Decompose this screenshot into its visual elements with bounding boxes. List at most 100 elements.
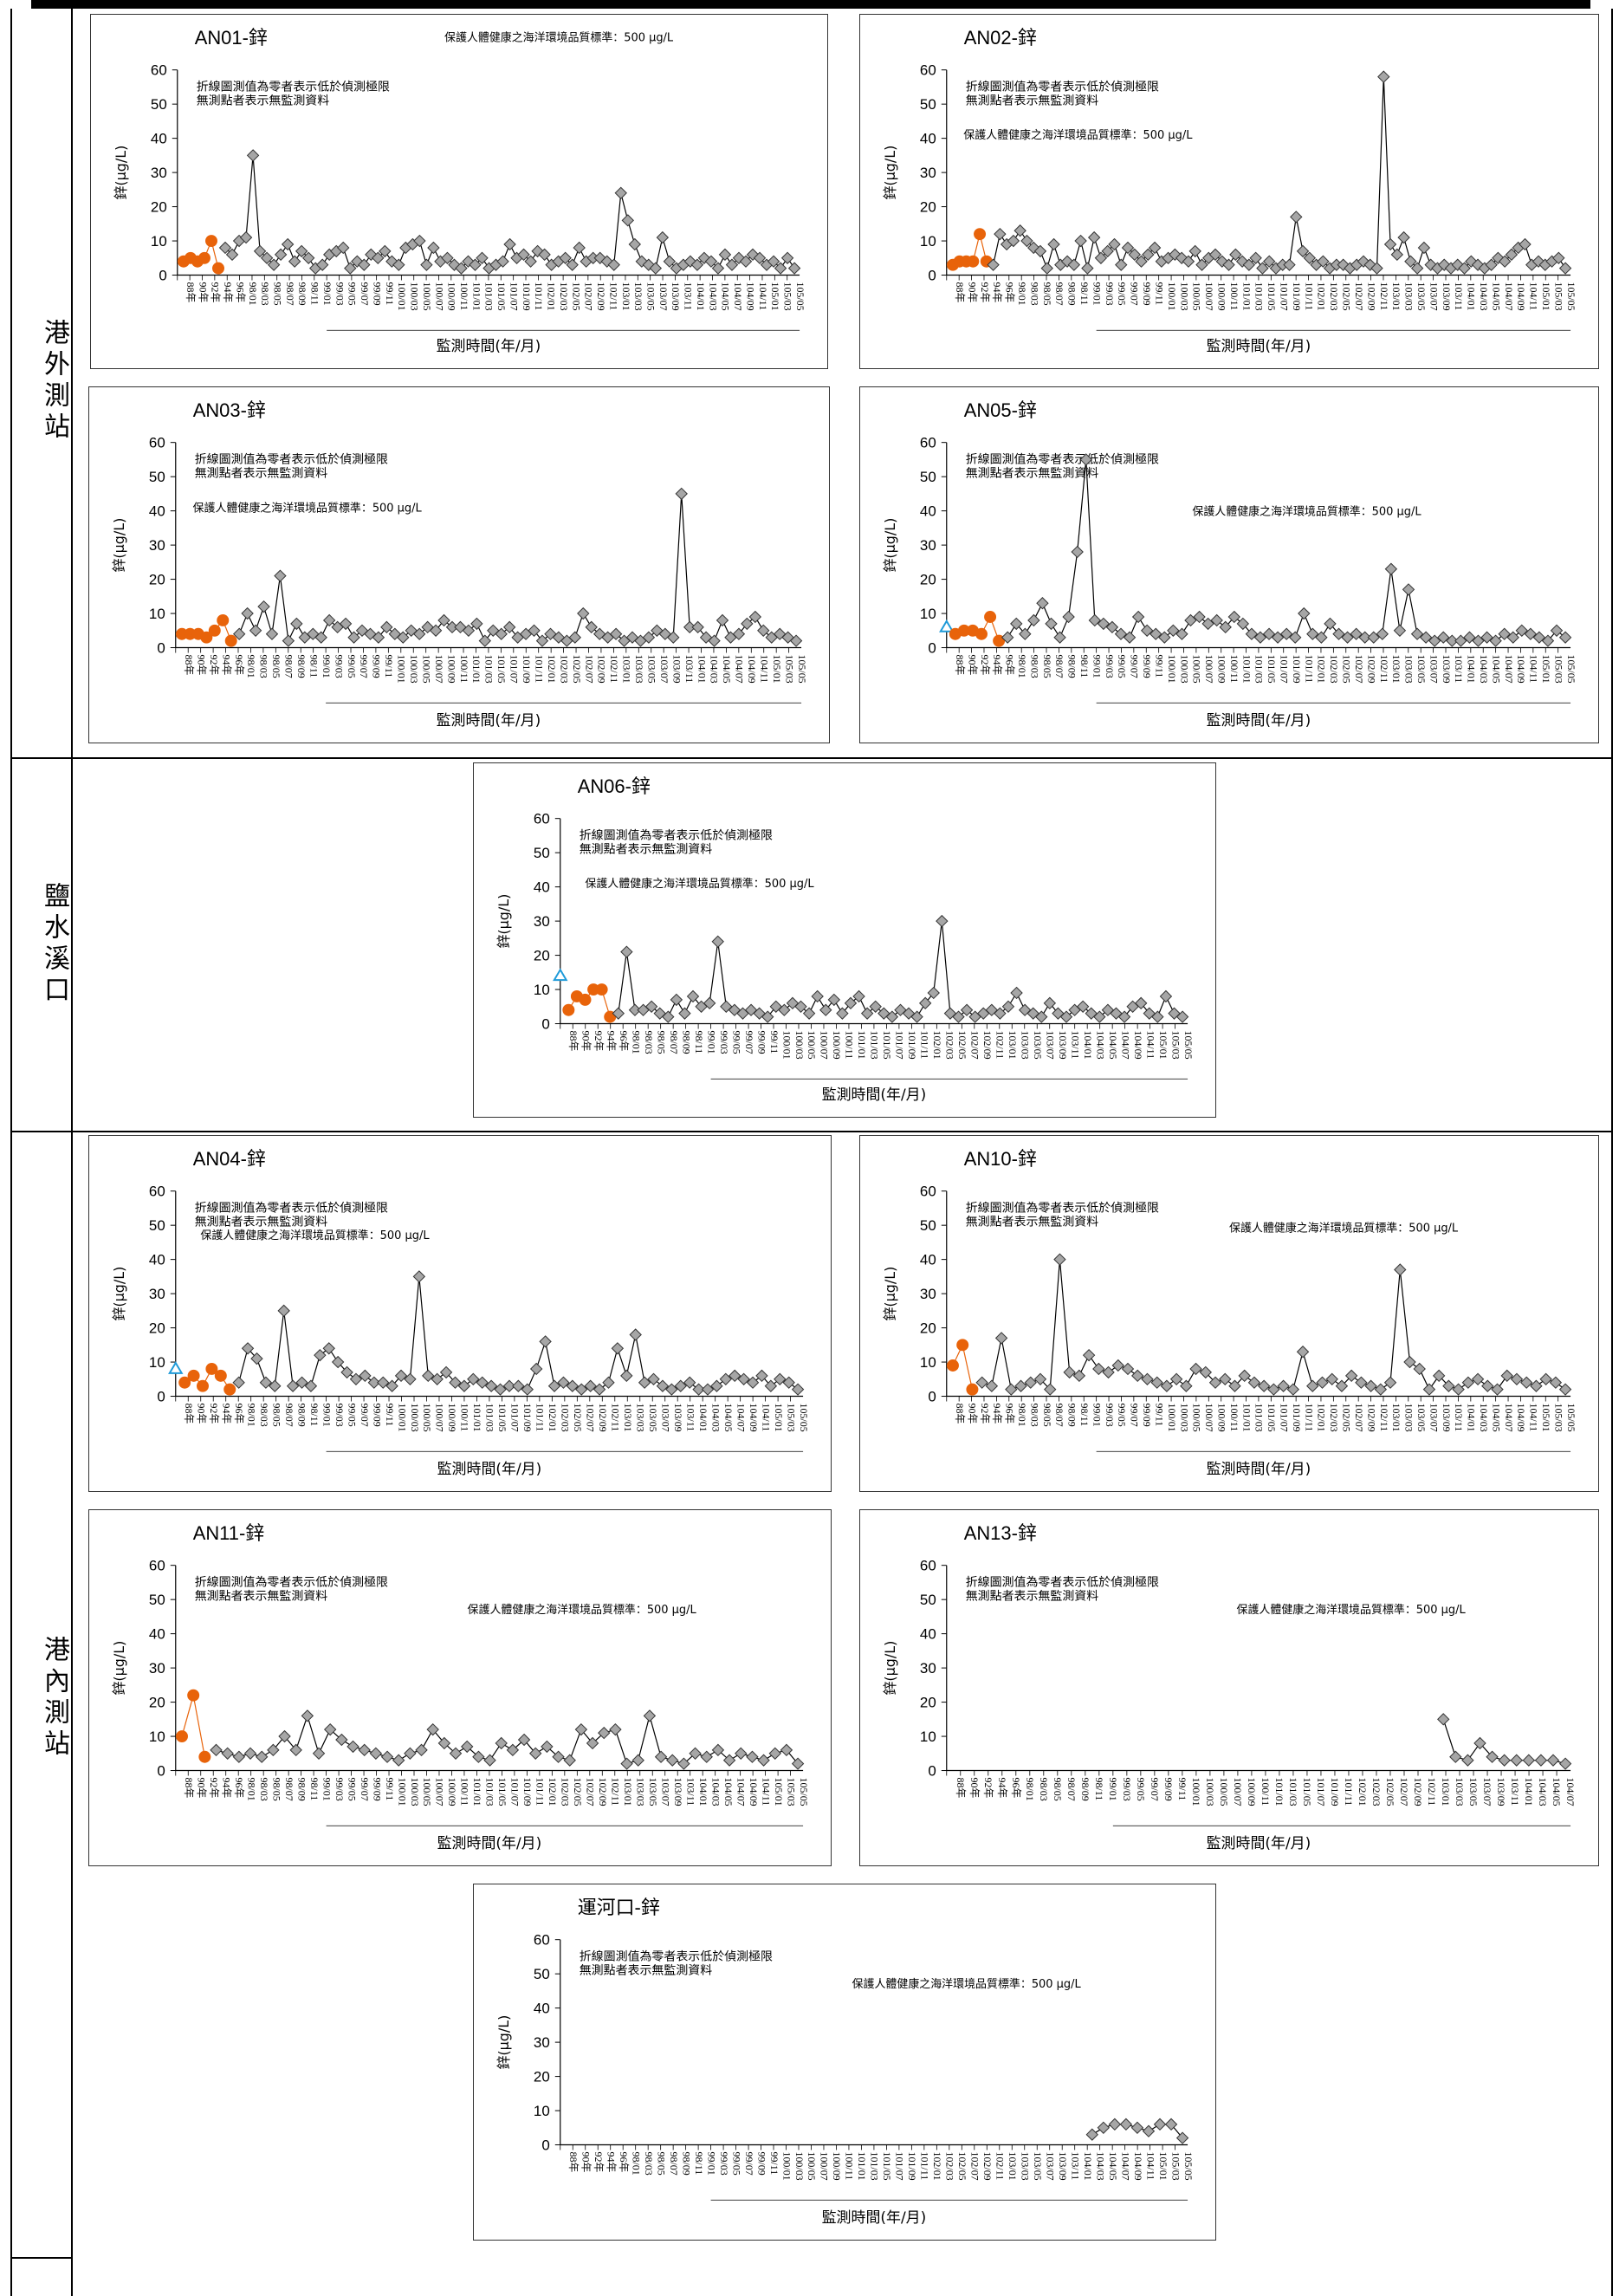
data-point-diamond (1393, 624, 1407, 637)
data-point-diamond (791, 1383, 805, 1396)
x-tick-label: 105/01 (771, 654, 783, 683)
chart-note: 無測點者表示無監測資料 (195, 1589, 328, 1604)
data-point-diamond (232, 1376, 245, 1389)
y-tick-label: 30 (534, 2034, 550, 2051)
x-tick-label: 94年 (220, 1777, 232, 1798)
x-tick-label: 101/11 (533, 654, 545, 683)
data-point-diamond (1094, 251, 1108, 264)
x-tick-label: 96年 (233, 1777, 245, 1798)
x-tick-label: 103/03 (1403, 282, 1415, 310)
x-tick-label: 100/03 (408, 654, 420, 683)
data-point-diamond (304, 1379, 318, 1392)
x-tick-label: 100/07 (434, 1403, 446, 1431)
x-tick-label: 101/07 (1279, 282, 1291, 310)
data-point-diamond (704, 255, 718, 268)
data-point-circle (956, 1339, 969, 1352)
data-point-diamond (496, 255, 509, 268)
x-tick-label: 99/11 (1153, 282, 1165, 305)
x-tick-label: 103/03 (632, 282, 644, 310)
data-point-diamond (1452, 1383, 1465, 1396)
data-point-diamond (517, 1733, 531, 1747)
data-point-diamond (1169, 1372, 1183, 1385)
x-tick-label: 103/05 (647, 1777, 659, 1806)
x-tick-label: 101/01 (471, 1403, 483, 1431)
data-point-diamond (1119, 2118, 1133, 2131)
data-point-diamond (1053, 1253, 1066, 1266)
data-point-diamond (1289, 631, 1302, 644)
x-tick-label: 105/03 (783, 654, 795, 683)
data-point-diamond (1410, 627, 1424, 640)
x-tick-label: 100/07 (819, 1030, 831, 1059)
x-tick-label: 103/01 (622, 1777, 634, 1806)
x-tick-label: 104/09 (1515, 654, 1527, 683)
x-tick-label: 103/09 (670, 654, 683, 683)
data-point-diamond (1253, 631, 1267, 644)
y-tick-label: 30 (149, 537, 165, 554)
data-point-diamond (288, 255, 301, 268)
x-tick-label: 98/01 (245, 1777, 257, 1800)
data-point-diamond (1045, 617, 1058, 631)
x-axis-label: 監測時間(年/月) (1207, 1834, 1311, 1852)
data-point-diamond (725, 258, 739, 271)
data-point-diamond (985, 1379, 999, 1392)
chart-note: 折線圖測值為零者表示低於偵測極限 (195, 453, 388, 467)
x-tick-label: 100/09 (446, 1777, 458, 1806)
data-point-diamond (340, 1365, 353, 1379)
chart-panel: AN01-鋅 折線圖測值為零者表示低於偵測極限 無測點者表示無監測資料 保護人體健康之… (90, 14, 828, 369)
x-tick-label: 104/01 (1523, 1777, 1535, 1806)
x-tick-label: 98/11 (1093, 1777, 1105, 1800)
data-point-diamond (566, 1379, 580, 1392)
x-tick-label: 99/09 (1141, 1403, 1153, 1426)
x-tick-label: 90年 (966, 1403, 978, 1424)
data-point-diamond (1489, 634, 1502, 647)
data-point-diamond (1458, 262, 1471, 275)
x-tick-label: 98/03 (258, 1403, 270, 1426)
y-tick-label: 10 (920, 1728, 936, 1745)
data-point-diamond (494, 1383, 507, 1396)
x-axis-label: 監測時間(年/月) (1207, 711, 1311, 729)
data-point-diamond (331, 1355, 345, 1369)
data-point-diamond (1498, 255, 1512, 268)
x-tick-label: 98/05 (655, 2151, 667, 2175)
chart-note: 無測點者表示無監測資料 (966, 1589, 1099, 1604)
x-tick-label: 98/11 (308, 1403, 321, 1426)
x-tick-label: 101/05 (881, 2151, 893, 2180)
data-point-diamond (1142, 248, 1155, 262)
data-point-diamond (703, 996, 716, 1010)
x-tick-label: 99/11 (1176, 1777, 1188, 1800)
y-tick-label: 50 (149, 1217, 165, 1234)
x-tick-label: 94年 (991, 1403, 1003, 1424)
x-tick-label: 105/03 (785, 1403, 797, 1431)
x-tick-label: 100/05 (420, 654, 432, 683)
x-tick-label: 98/01 (1016, 282, 1028, 305)
y-tick-label: 10 (920, 1354, 936, 1371)
x-tick-label: 99/01 (1091, 1403, 1103, 1426)
data-point-diamond (1148, 241, 1162, 255)
data-point-diamond (607, 258, 620, 271)
x-tick-label: 100/09 (1246, 1777, 1258, 1806)
x-tick-label: 99/03 (1104, 654, 1116, 678)
y-tick-label: 0 (541, 2137, 549, 2154)
data-point-diamond (312, 1747, 326, 1760)
data-point-diamond (415, 1743, 428, 1757)
x-tick-label: 101/09 (521, 1777, 534, 1806)
x-tick-label: 101/01 (471, 1777, 483, 1806)
x-tick-label: 102/05 (572, 1777, 584, 1806)
x-tick-label: 101/07 (509, 1403, 521, 1431)
x-tick-label: 98/09 (295, 1777, 308, 1800)
x-tick-label: 100/07 (434, 1777, 446, 1806)
x-tick-label: 98/03 (1028, 654, 1040, 678)
x-tick-label: 101/07 (1279, 1403, 1291, 1431)
data-point-diamond (1001, 1000, 1015, 1013)
data-point-diamond (232, 1750, 246, 1763)
x-tick-label: 103/09 (1441, 282, 1453, 310)
data-point-diamond (241, 1342, 255, 1355)
x-tick-label: 98/11 (309, 282, 321, 305)
x-tick-label: 99/09 (755, 1030, 767, 1054)
data-point-diamond (1175, 1010, 1189, 1023)
data-point-diamond (461, 1740, 474, 1754)
data-point-diamond (404, 1372, 417, 1385)
data-point-diamond (517, 248, 530, 262)
data-point-diamond (1485, 258, 1498, 271)
x-tick-label: 103/09 (1441, 654, 1453, 683)
